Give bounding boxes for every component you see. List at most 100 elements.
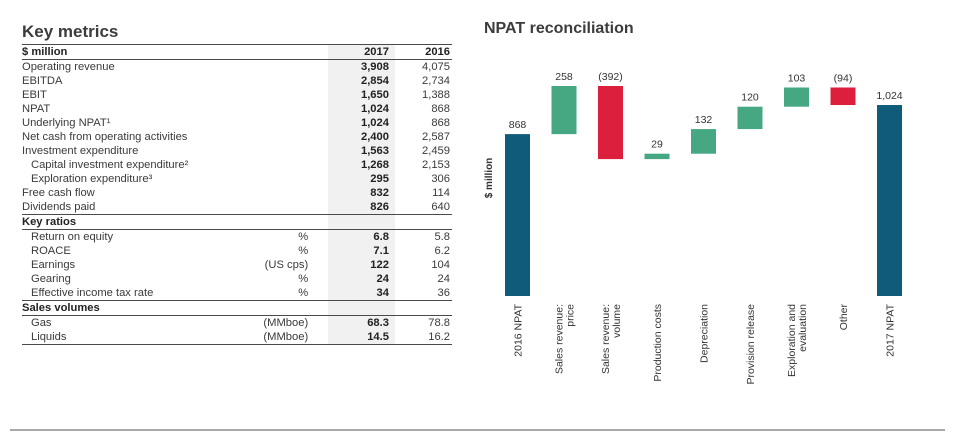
row-value-2016: 36: [437, 287, 450, 299]
row-label: Net cash from operating activities: [22, 131, 188, 143]
row-value-2017: 1,024: [328, 116, 395, 130]
table-row: Earnings (US cps) 122 104: [22, 258, 452, 272]
section-unit: [190, 214, 329, 230]
row-value-2016: 868: [431, 117, 450, 129]
section-header-row: Key ratios: [22, 214, 452, 230]
row-unit: [191, 102, 328, 116]
data-label-7: (94): [834, 72, 853, 84]
category-label-0: 2016 NPAT: [513, 303, 525, 356]
row-value-2017: 826: [328, 200, 395, 215]
data-label-2: (392): [598, 71, 623, 83]
row-value-2016: 16.2: [394, 330, 452, 345]
row-unit: [191, 200, 328, 215]
table-row: Underlying NPAT¹ 1,024 868: [22, 116, 452, 130]
table-row: NPAT 1,024 868: [22, 102, 452, 116]
row-value-2017: 2,400: [328, 130, 395, 144]
category-label-3: Production costs: [652, 304, 664, 382]
row-label: EBIT: [22, 89, 47, 101]
bar-1: [551, 86, 577, 135]
row-label: Return on equity: [31, 231, 114, 243]
bar-3: [644, 153, 670, 160]
section-2016: [394, 214, 452, 230]
category-label-line: Provision release: [745, 304, 757, 385]
waterfall-chart: 868 2016 NPAT 258 Sales revenue:price (392) S…: [484, 71, 903, 385]
row-unit: %: [298, 245, 309, 257]
row-value-2016: 114: [432, 187, 450, 199]
row-unit: [191, 116, 328, 130]
category-label-1: Sales revenue:price: [554, 304, 577, 374]
row-unit: [191, 158, 328, 172]
row-value-2017: 2,854: [328, 74, 395, 88]
row-value-2016: 640: [431, 201, 450, 213]
table-row: Free cash flow 832 114: [22, 186, 452, 200]
row-value-2017: 295: [328, 172, 395, 186]
row-value-2016: 4,075: [422, 61, 450, 73]
table-row: Net cash from operating activities 2,400 2…: [22, 130, 452, 144]
header-unit: [190, 44, 329, 60]
row-unit: [191, 74, 328, 88]
row-unit: [191, 88, 328, 102]
header-2017: 2017: [328, 44, 395, 60]
row-value-2017: 122: [328, 258, 395, 272]
row-value-2016: 5.8: [434, 231, 450, 243]
header-2016: 2016: [394, 44, 452, 60]
category-label-line: Sales revenue:: [600, 304, 612, 374]
row-value-2017: 3,908: [328, 59, 395, 74]
table-row: ROACE% 7.1 6.2: [22, 244, 452, 258]
category-label-line: Depreciation: [699, 304, 711, 363]
row-unit: %: [298, 273, 309, 285]
bar-4: [691, 129, 716, 154]
row-value-2016: 306: [431, 173, 450, 185]
row-value-2016: 104: [431, 259, 450, 271]
row-value-2016: 2,734: [422, 75, 450, 87]
category-label-line: Production costs: [652, 304, 664, 382]
category-label-line: Other: [838, 304, 850, 331]
category-label-7: Other: [838, 304, 850, 331]
category-label-line: Exploration and: [786, 304, 798, 377]
row-label: Dividends paid: [22, 201, 96, 213]
row-unit: [191, 130, 328, 144]
category-label-line: 2017 NPAT: [885, 303, 897, 356]
row-label: Gas: [31, 317, 52, 329]
category-label-line: volume: [611, 304, 623, 338]
category-label-6: Exploration andevaluation: [786, 304, 809, 377]
bar-6: [784, 87, 809, 107]
category-label-line: Sales revenue:: [554, 304, 566, 374]
bar-8: [877, 105, 902, 296]
table-header-row: $ million 2017 2016: [22, 44, 452, 60]
row-value-2017: 1,563: [328, 144, 395, 158]
bottom-divider: [10, 429, 945, 431]
npat-chart-panel: NPAT reconciliation 868 2016 NPAT 258 Sales…: [470, 0, 975, 444]
section-2016: [394, 300, 452, 316]
row-value-2016: 2,459: [422, 145, 450, 157]
data-label-1: 258: [555, 71, 573, 83]
row-label: Capital investment expenditure²: [31, 159, 189, 171]
table-row: Operating revenue 3,908 4,075: [22, 59, 452, 74]
row-label: Operating revenue: [22, 61, 115, 73]
section-unit: [190, 300, 329, 316]
data-label-6: 103: [788, 72, 806, 84]
row-label: Free cash flow: [22, 187, 95, 199]
section-2017: [328, 300, 395, 316]
row-value-2016: 24: [437, 273, 450, 285]
row-value-2016: 1,388: [422, 89, 450, 101]
section-title: Key ratios: [22, 214, 191, 230]
header-label: $ million: [22, 44, 191, 60]
row-value-2017: 832: [328, 186, 395, 200]
data-label-8: 1,024: [876, 90, 902, 102]
category-label-line: 2016 NPAT: [513, 303, 525, 356]
data-label-0: 868: [509, 119, 527, 131]
section-title: Sales volumes: [22, 300, 191, 316]
table-row: Gas (MMboe) 68.3 78.8: [22, 315, 452, 330]
chart-title: NPAT reconciliation: [484, 20, 634, 37]
category-label-5: Provision release: [745, 304, 757, 385]
table-row: Capital investment expenditure² 1,268 2,15…: [22, 158, 452, 172]
row-value-2016: 2,153: [422, 159, 450, 171]
row-value-2016: 868: [431, 103, 450, 115]
table-row: EBITDA 2,854 2,734: [22, 74, 452, 88]
row-value-2017: 1,268: [328, 158, 395, 172]
row-unit: [191, 144, 328, 158]
bar-5: [737, 106, 763, 130]
row-value-2016: 6.2: [434, 245, 450, 257]
row-value-2017: 6.8: [328, 229, 395, 244]
